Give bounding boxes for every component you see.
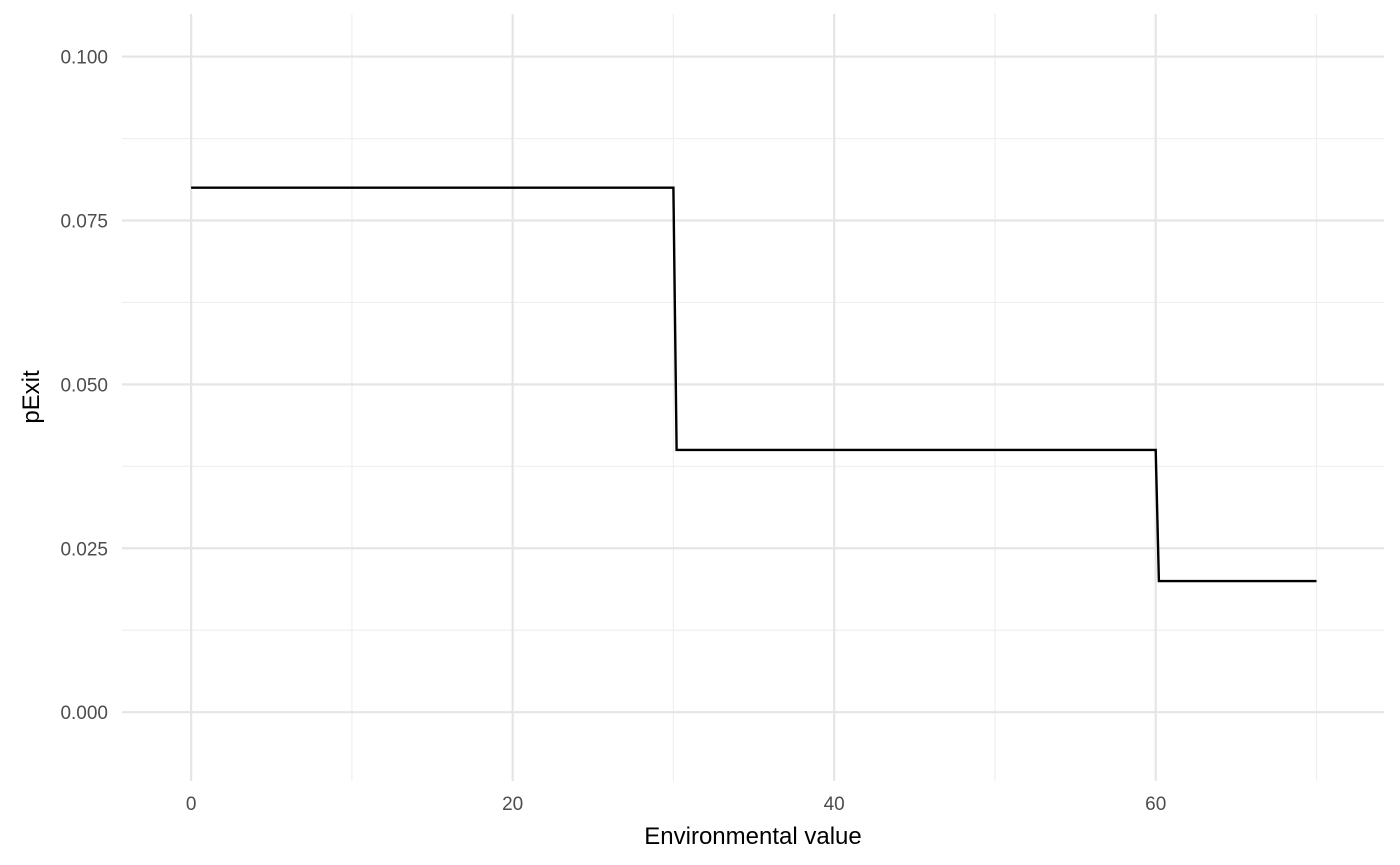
series-layer [191, 186, 1317, 583]
grid [122, 14, 1384, 781]
y-axis-title: pExit [18, 370, 45, 424]
x-tick-label: 0 [186, 794, 197, 815]
y-axis-tick-labels: 0.000 0.025 0.050 0.075 0.100 [60, 48, 108, 725]
y-tick-label: 0.075 [60, 212, 108, 233]
series-line [191, 186, 1317, 583]
x-tick-label: 20 [502, 794, 523, 815]
x-tick-label: 60 [1145, 794, 1166, 815]
x-axis-title: Environmental value [644, 823, 861, 850]
y-tick-label: 0.100 [60, 48, 108, 69]
y-tick-label: 0.050 [60, 375, 108, 396]
x-axis-tick-labels: 0 20 40 60 [186, 794, 1166, 815]
x-tick-label: 40 [824, 794, 845, 815]
y-tick-label: 0.025 [60, 539, 108, 560]
y-tick-label: 0.000 [60, 703, 108, 724]
